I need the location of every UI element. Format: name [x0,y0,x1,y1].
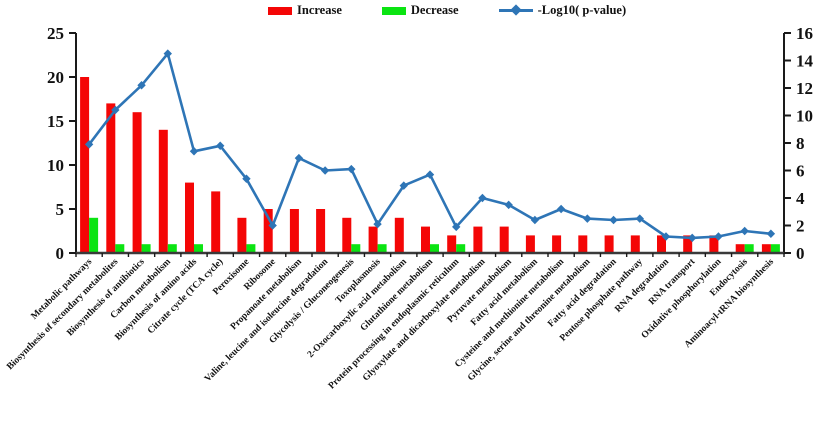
pvalue-marker-icon [373,219,382,229]
right-axis-tick-label: 0 [796,244,805,263]
left-axis-tick-label: 25 [47,24,64,43]
pvalue-marker-icon [399,181,408,190]
category-label: Valine, leucine and isoleucine degradati… [203,257,331,385]
bar-increase [761,244,771,253]
right-axis-tick-label: 8 [796,134,805,153]
pvalue-marker-icon [242,174,251,183]
right-axis-tick-label: 14 [796,52,814,71]
bar-increase [630,235,640,253]
bar-increase [237,217,247,253]
pvalue-marker-icon [137,81,146,90]
right-axis-tick-label: 6 [796,162,805,181]
left-axis-tick-label: 20 [47,68,64,87]
bar-decrease [430,244,439,253]
bar-increase [499,226,509,253]
decrease-swatch-icon [381,6,406,15]
legend-label-pvalue: -Log10( p-value) [537,3,627,17]
bar-decrease [744,244,754,253]
bar-decrease [141,244,151,253]
bar-increase [473,226,483,253]
pvalue-marker-icon [766,229,776,238]
increase-swatch-icon [268,6,292,15]
right-axis-tick-label: 12 [796,79,813,98]
pvalue-marker-icon [347,164,356,174]
left-axis-tick-label: 10 [47,156,64,175]
pvalue-line-icon [498,4,533,16]
pvalue-marker-icon [556,204,566,214]
bar-increase [421,226,430,253]
bars-group [80,77,780,254]
bar-increase [289,209,299,253]
pvalue-marker-icon [268,221,277,230]
bar-increase [368,226,378,253]
legend-label-decrease: Decrease [410,3,459,17]
legend-label-increase: Increase [297,3,342,17]
bar-increase [657,235,666,253]
bar-increase [735,244,745,253]
right-axis-tick-label: 16 [796,24,813,43]
bar-decrease [456,244,466,253]
bar-increase [106,103,116,254]
pvalue-marker-icon [84,140,94,149]
pvalue-marker-icon [216,141,225,150]
right-axis-tick-label: 4 [796,189,805,208]
bar-decrease [246,244,256,253]
pvalue-marker-icon [661,232,671,241]
bar-decrease [115,244,125,253]
pvalue-marker-icon [294,153,304,163]
left-axis-tick-label: 0 [56,244,65,263]
bar-increase [316,209,326,253]
pvalue-marker-icon [530,215,540,225]
bar-increase [578,235,588,253]
pvalue-marker-icon [714,232,723,241]
right-axis-tick-label: 2 [796,217,805,236]
pvalue-line-group [84,49,776,243]
bar-increase [447,235,457,253]
pvalue-marker-icon [425,170,435,179]
pvalue-marker-icon [504,200,513,210]
axes-group: 0 5 10 15 20 25 0 2 4 6 8 10 12 14 16 [47,24,814,263]
pvalue-marker-icon [583,214,592,223]
bar-increase [132,112,142,253]
bar-decrease [377,244,387,253]
bar-increase [211,191,221,253]
bar-increase [552,235,562,253]
bar-decrease [167,244,177,253]
left-axis-tick-label: 15 [47,112,64,131]
bar-increase [394,217,404,253]
bar-decrease [194,244,203,253]
pvalue-marker-icon [688,233,697,243]
pvalue-marker-icon [609,215,618,225]
pvalue-marker-icon [740,226,749,236]
right-axis-tick-label: 10 [796,107,813,126]
bar-increase [158,129,168,253]
pvalue-marker-icon [478,193,487,203]
legend-item-pvalue: -Log10( p-value) [498,3,627,18]
chart-legend: Increase Decrease -Log10( p-value) [268,3,626,18]
pvalue-marker-icon [635,214,644,223]
bar-increase [683,235,693,253]
bar-increase [525,235,535,253]
bar-increase [263,209,273,253]
bar-increase [342,217,352,253]
bar-increase [604,235,614,253]
pvalue-marker-icon [111,105,120,115]
pvalue-marker-icon [320,166,330,175]
bar-increase [709,235,719,253]
bar-increase [185,182,194,253]
pvalue-marker-icon [452,222,461,232]
category-label: Biosynthesis of secondary metabolites [5,257,120,372]
left-axis-tick-label: 5 [56,200,65,219]
bar-decrease [89,217,99,253]
pvalue-marker-icon [189,147,199,156]
bar-decrease [351,244,361,253]
bar-decrease [770,244,780,253]
bar-increase [80,77,90,253]
legend-item-increase: Increase [268,3,342,18]
legend-item-decrease: Decrease [381,3,459,18]
pvalue-marker-icon [163,49,172,58]
